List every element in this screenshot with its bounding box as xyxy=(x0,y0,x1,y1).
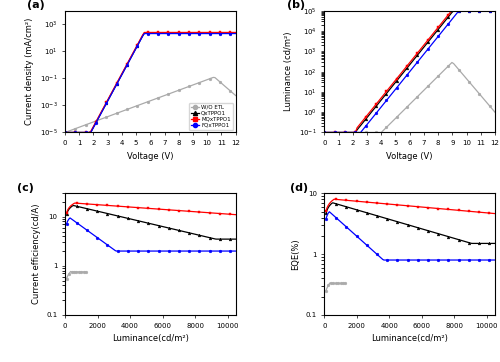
Text: (a): (a) xyxy=(28,0,45,10)
Y-axis label: Luminance (cd/m²): Luminance (cd/m²) xyxy=(284,32,294,111)
Legend: W/O ETL, QxTPPO1, MQxTPPO1, FQxTPPO1: W/O ETL, QxTPPO1, MQxTPPO1, FQxTPPO1 xyxy=(189,103,233,130)
Text: (b): (b) xyxy=(287,0,305,10)
Y-axis label: Current density (mA/cm²): Current density (mA/cm²) xyxy=(25,18,34,125)
X-axis label: Luminance(cd/m²): Luminance(cd/m²) xyxy=(371,334,448,343)
Y-axis label: Current efficiency(cd/A): Current efficiency(cd/A) xyxy=(32,204,40,304)
Text: (c): (c) xyxy=(17,183,34,193)
X-axis label: Voltage (V): Voltage (V) xyxy=(127,152,174,161)
Text: (d): (d) xyxy=(290,183,308,193)
X-axis label: Voltage (V): Voltage (V) xyxy=(386,152,433,161)
Y-axis label: EQE(%): EQE(%) xyxy=(291,238,300,270)
X-axis label: Luminance(cd/m²): Luminance(cd/m²) xyxy=(112,334,189,343)
